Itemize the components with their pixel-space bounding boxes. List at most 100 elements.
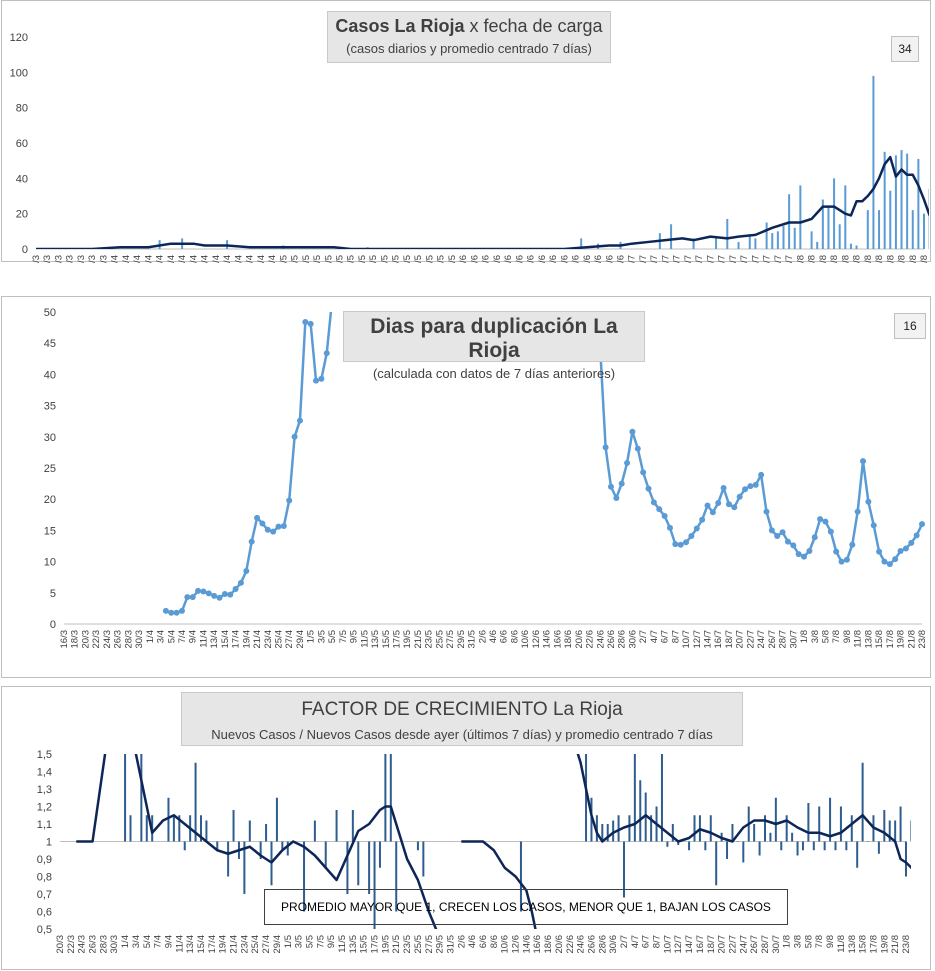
duplicacion-xtick-label: 26/6 bbox=[606, 630, 617, 649]
casos-xtick-label: 12/7 bbox=[683, 255, 694, 263]
chart-panel-casos: 02040608010012018/320/322/324/326/328/33… bbox=[1, 0, 931, 263]
factor-bar bbox=[216, 841, 219, 851]
duplicacion-point bbox=[886, 561, 893, 568]
casos-plot-area bbox=[36, 75, 929, 249]
duplicacion-xtick-label: 25/4 bbox=[274, 630, 285, 649]
factor-xtick-label: 2/6 bbox=[456, 935, 467, 948]
duplicacion-xtick-label: 11/4 bbox=[198, 630, 209, 648]
factor-bar bbox=[856, 841, 859, 868]
casos-bar bbox=[776, 231, 779, 249]
casos-xtick-label: 3/4 bbox=[121, 255, 132, 263]
duplicacion-xtick-label: 29/5 bbox=[456, 630, 467, 649]
duplicacion-ytick-label: 40 bbox=[44, 369, 56, 381]
duplicacion-xtick-label: 9/5 bbox=[349, 630, 360, 643]
casos-xtick-label: 2/7 bbox=[627, 255, 638, 263]
factor-bar bbox=[227, 841, 230, 877]
factor-ytick-label: 1,5 bbox=[37, 749, 52, 761]
duplicacion-point bbox=[902, 545, 909, 552]
factor-xtick-label: 21/8 bbox=[890, 935, 901, 954]
factor-xtick-label: 15/5 bbox=[359, 935, 370, 954]
factor-bar bbox=[422, 841, 425, 877]
duplicacion-xtick-label: 18/6 bbox=[563, 630, 574, 649]
casos-ytick-label: 120 bbox=[10, 32, 28, 44]
duplicacion-point bbox=[634, 445, 641, 452]
casos-xtick-label: 15/8 bbox=[874, 255, 885, 263]
casos-xtick-label: 9/8 bbox=[840, 255, 851, 263]
factor-xtick-label: 26/6 bbox=[586, 935, 597, 954]
casos-bar bbox=[838, 224, 841, 249]
duplicacion-xtick-label: 22/7 bbox=[745, 630, 756, 649]
factor-bar bbox=[259, 841, 262, 859]
factor-bar bbox=[899, 806, 902, 842]
duplicacion-xtick-label: 30/3 bbox=[134, 630, 145, 649]
casos-xtick-label: 24/6 bbox=[582, 255, 593, 263]
casos-bar bbox=[810, 231, 813, 249]
factor-bar bbox=[693, 815, 696, 842]
casos-xtick-label: 11/5 bbox=[334, 255, 345, 263]
duplicacion-point bbox=[725, 501, 732, 508]
duplicacion-point bbox=[275, 523, 282, 530]
duplicacion-point bbox=[881, 558, 888, 565]
factor-xtick-label: 18/7 bbox=[706, 935, 717, 954]
factor-title-box: FACTOR DE CRECIMIENTO La Rioja Nuevos Ca… bbox=[181, 692, 743, 746]
casos-xtick-label: 29/4 bbox=[267, 255, 278, 263]
duplicacion-xtick-label: 4/6 bbox=[488, 630, 499, 643]
factor-bar bbox=[867, 841, 870, 842]
casos-xtick-label: 5/5 bbox=[301, 255, 312, 263]
factor-series-line bbox=[461, 840, 537, 929]
factor-bar bbox=[894, 820, 897, 842]
casos-xtick-label: 6/6 bbox=[481, 255, 492, 263]
factor-xtick-label: 22/7 bbox=[727, 935, 738, 954]
factor-bar bbox=[753, 824, 756, 842]
factor-bar bbox=[660, 754, 663, 842]
casos-bar bbox=[894, 155, 897, 249]
casos-xtick-label: 17/8 bbox=[885, 255, 896, 263]
factor-ytick-label: 1 bbox=[46, 837, 52, 849]
casos-bar bbox=[793, 227, 796, 249]
duplicacion-point bbox=[817, 516, 824, 523]
factor-series-line bbox=[76, 754, 438, 929]
factor-xtick-label: 27/4 bbox=[261, 935, 272, 954]
duplicacion-point bbox=[843, 556, 850, 563]
factor-xtick-label: 10/6 bbox=[500, 935, 511, 954]
duplicacion-point bbox=[302, 318, 309, 325]
factor-bar bbox=[905, 841, 907, 877]
casos-bar bbox=[827, 206, 830, 249]
casos-xtick-label: 8/7 bbox=[660, 255, 671, 263]
duplicacion-xtick-label: 16/7 bbox=[713, 630, 724, 649]
factor-xtick-label: 27/5 bbox=[424, 935, 435, 954]
factor-ytick-label: 1,2 bbox=[37, 802, 52, 814]
casos-xtick-label: 7/5 bbox=[312, 255, 323, 263]
factor-bar bbox=[639, 780, 642, 842]
duplicacion-point bbox=[919, 521, 925, 528]
factor-xtick-label: 16/6 bbox=[532, 935, 543, 954]
factor-bar bbox=[829, 797, 832, 842]
duplicacion-point bbox=[838, 558, 845, 565]
casos-xtick-label: 13/4 bbox=[177, 255, 188, 263]
factor-bar bbox=[861, 762, 864, 842]
duplicacion-point bbox=[189, 594, 196, 601]
factor-bar bbox=[183, 841, 186, 851]
duplicacion-point bbox=[216, 594, 223, 601]
duplicacion-xtick-label: 13/8 bbox=[863, 630, 874, 649]
duplicacion-xtick-label: 11/8 bbox=[853, 630, 864, 648]
factor-bar bbox=[324, 841, 327, 868]
factor-xtick-label: 11/8 bbox=[836, 935, 847, 953]
casos-xtick-label: 28/3 bbox=[87, 255, 98, 263]
casos-xtick-label: 20/6 bbox=[559, 255, 570, 263]
duplicacion-ytick-label: 25 bbox=[44, 463, 56, 475]
factor-annotation: PROMEDIO MAYOR QUE 1, CRECEN LOS CASOS, … bbox=[264, 889, 788, 925]
casos-chart: 02040608010012018/320/322/324/326/328/33… bbox=[10, 32, 930, 263]
factor-bar bbox=[617, 815, 620, 842]
duplicacion-xtick-label: 13/4 bbox=[209, 630, 220, 649]
duplicacion-xtick-label: 22/6 bbox=[585, 630, 596, 649]
duplicacion-point bbox=[613, 494, 620, 501]
duplicacion-point bbox=[758, 471, 765, 478]
duplicacion-xtick-label: 19/5 bbox=[402, 630, 413, 649]
duplicacion-ytick-label: 50 bbox=[44, 307, 56, 319]
factor-ytick-label: 0,7 bbox=[37, 889, 52, 901]
factor-subtitle: Nuevos Casos / Nuevos Casos desde ayer (… bbox=[211, 727, 713, 742]
factor-xtick-label: 21/5 bbox=[391, 935, 402, 954]
factor-bar bbox=[232, 810, 235, 842]
duplicacion-xtick-label: 15/4 bbox=[220, 630, 231, 649]
